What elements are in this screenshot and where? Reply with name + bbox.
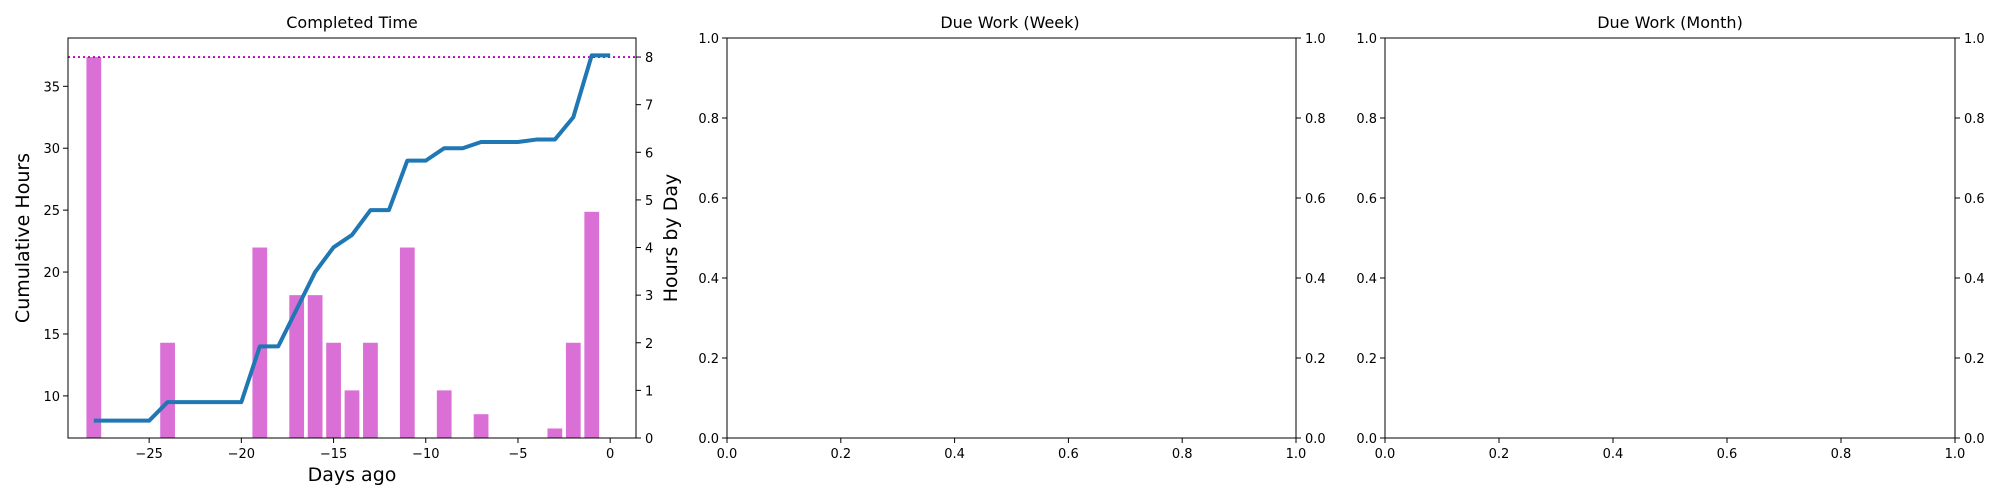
y-tick-label: 1.0	[1356, 32, 1377, 47]
x-tick-label: 0.4	[1603, 447, 1624, 462]
daily-hours-bar	[344, 390, 360, 438]
y2-tick-label: 1.0	[1964, 32, 1985, 47]
x-tick-label: 0.4	[944, 447, 965, 462]
panel-due-work-month: Due Work (Month) 0.00.0 0.00.20.2 0.20.40.…	[1356, 13, 1984, 462]
x-tick-label: 0	[606, 447, 614, 462]
daily-hours-bar	[363, 342, 378, 438]
y2-tick-label: 4	[645, 242, 653, 257]
y2-tick-label: 7	[645, 99, 653, 114]
panel3-frame	[1384, 37, 1956, 439]
y-tick-label: 0.0	[1356, 432, 1377, 447]
x-tick-label: −5	[508, 447, 527, 462]
daily-hours-bar	[584, 211, 600, 438]
x-tick-label: 0.6	[1058, 447, 1079, 462]
y-tick-label: 0.6	[1356, 192, 1377, 207]
panel1-bars	[86, 57, 600, 439]
y2-tick-label: 3	[645, 289, 653, 304]
x-tick-label: −10	[412, 447, 439, 462]
y2-tick-label: 6	[645, 146, 653, 161]
y-tick-label: 30	[43, 142, 60, 157]
y2-tick-label: 1.0	[1305, 32, 1326, 47]
daily-hours-bar	[547, 428, 563, 438]
daily-hours-bar	[565, 342, 581, 438]
y2-tick-label: 0.0	[1305, 432, 1326, 447]
daily-hours-bar	[252, 247, 268, 438]
y2-tick-label: 0.4	[1305, 272, 1326, 287]
daily-hours-bar	[399, 247, 415, 438]
panel3-ticks: 0.00.0 0.00.20.2 0.20.40.4 0.40.60.6 0.60.80…	[1356, 32, 1984, 462]
cumulative-hours-line	[93, 53, 611, 423]
x-tick-label: 0.0	[717, 447, 738, 462]
panel1-x-label: Days ago	[308, 464, 397, 486]
y2-tick-label: 0.8	[1305, 112, 1326, 127]
panel-completed-time: Completed Time −25 −20 −15 −10 −5 0 101520253…	[12, 13, 682, 486]
daily-hours-bar	[436, 390, 452, 438]
panel1-title: Completed Time	[286, 13, 418, 32]
y-tick-label: 10	[43, 390, 60, 405]
x-tick-label: 1.0	[1286, 447, 1307, 462]
daily-hours-bar	[473, 414, 489, 438]
y-tick-label: 20	[43, 266, 60, 281]
panel1-y-label: Cumulative Hours	[12, 153, 34, 323]
y2-tick-label: 2	[645, 337, 653, 352]
y-tick-label: 35	[43, 80, 60, 95]
y2-tick-label: 5	[645, 194, 653, 209]
daily-hours-bar	[289, 295, 305, 438]
y2-tick-label: 0.2	[1964, 352, 1985, 367]
y-tick-label: 15	[43, 328, 60, 343]
x-tick-label: 1.0	[1945, 447, 1966, 462]
panel-due-work-week: Due Work (Week) 0.00.0 0.00.20.2 0.20.40.4…	[698, 13, 1325, 462]
x-tick-label: 0.8	[1831, 447, 1852, 462]
y-tick-label: 25	[43, 204, 60, 219]
y-tick-label: 0.4	[1356, 272, 1377, 287]
y-tick-label: 0.2	[698, 352, 719, 367]
y-tick-label: 0.8	[698, 112, 719, 127]
x-tick-label: 0.2	[830, 447, 851, 462]
y2-tick-label: 0	[645, 432, 653, 447]
y2-tick-label: 0.6	[1964, 192, 1985, 207]
y-tick-label: 0.6	[698, 192, 719, 207]
panel1-x-ticks: −25 −20 −15 −10 −5 0	[135, 438, 614, 462]
y2-tick-label: 0.0	[1964, 432, 1985, 447]
y2-tick-label: 0.2	[1305, 352, 1326, 367]
x-tick-label: −20	[228, 447, 255, 462]
y2-tick-label: 1	[645, 384, 653, 399]
x-tick-label: 0.0	[1375, 447, 1396, 462]
y-tick-label: 0.8	[1356, 112, 1377, 127]
panel3-title: Due Work (Month)	[1597, 13, 1743, 32]
daily-hours-bar	[326, 342, 341, 438]
panel1-y2-label: Hours by Day	[660, 174, 682, 303]
y-tick-label: 1.0	[698, 32, 719, 47]
panel2-frame	[726, 37, 1297, 439]
panel1-y-ticks: 10 15 20 25 30 35	[43, 80, 68, 405]
panel2-ticks: 0.00.0 0.00.20.2 0.20.40.4 0.40.60.6 0.60.80…	[698, 32, 1325, 462]
daily-hours-bar	[86, 57, 102, 439]
y2-tick-label: 0.8	[1964, 112, 1985, 127]
y-tick-label: 0.0	[698, 432, 719, 447]
x-tick-label: −25	[135, 447, 162, 462]
x-tick-label: 0.8	[1172, 447, 1193, 462]
panel2-title: Due Work (Week)	[940, 13, 1079, 32]
x-tick-label: 0.2	[1489, 447, 1510, 462]
x-tick-label: −15	[320, 447, 347, 462]
panel1-y2-ticks: 0 1 2 3 4 5 6 7 8	[636, 51, 653, 447]
daily-hours-bar	[160, 342, 175, 438]
panel1-frame	[67, 37, 637, 439]
daily-hours-bar	[307, 295, 323, 438]
y2-tick-label: 8	[645, 51, 653, 66]
x-tick-label: 0.6	[1717, 447, 1738, 462]
y2-tick-label: 0.6	[1305, 192, 1326, 207]
y-tick-label: 0.4	[698, 272, 719, 287]
y2-tick-label: 0.4	[1964, 272, 1985, 287]
y-tick-label: 0.2	[1356, 352, 1377, 367]
